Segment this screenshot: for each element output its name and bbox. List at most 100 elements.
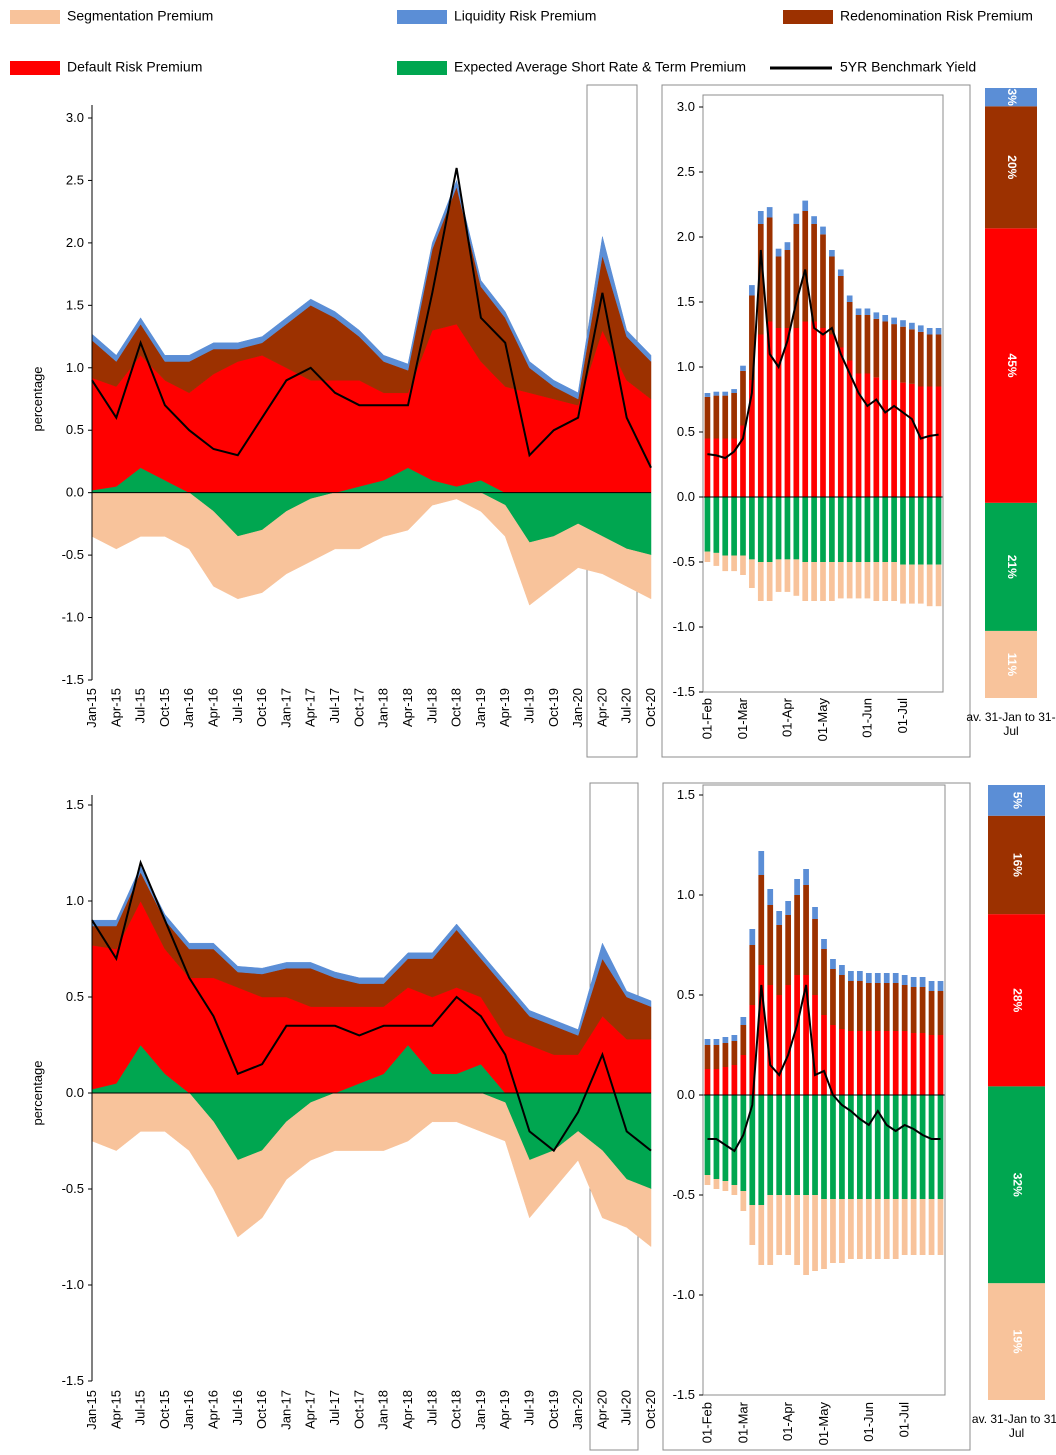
bar — [793, 559, 800, 596]
bar — [749, 295, 755, 380]
bar — [766, 217, 773, 322]
bar — [794, 975, 800, 1095]
bar — [749, 1205, 756, 1245]
y-tick-label: -0.5 — [62, 547, 84, 562]
legend-label: Liquidity Risk Premium — [454, 8, 596, 24]
bar — [749, 929, 756, 945]
bar — [856, 1095, 863, 1199]
value-label: 45% — [1005, 354, 1019, 378]
bar — [740, 1055, 747, 1095]
bar — [811, 497, 817, 562]
bar — [731, 1041, 738, 1065]
bar — [919, 977, 926, 987]
bar — [919, 1033, 926, 1095]
bar — [839, 1095, 845, 1199]
bar — [864, 497, 871, 562]
x-tick-label: Jul-17 — [327, 1390, 342, 1425]
bar — [901, 975, 908, 985]
x-tick-label: Oct-19 — [546, 688, 561, 727]
bar — [900, 497, 906, 565]
bar — [839, 965, 845, 975]
line — [707, 249, 939, 460]
bar — [722, 1095, 729, 1181]
bar — [775, 256, 782, 328]
bar — [910, 1033, 917, 1095]
bar — [891, 497, 897, 562]
bar — [766, 562, 773, 601]
bar — [848, 981, 854, 1031]
bar — [713, 1179, 720, 1189]
bar — [758, 965, 765, 1095]
bar-segment — [985, 502, 1037, 631]
x-tick-label: Oct-17 — [351, 688, 366, 727]
bar — [776, 995, 783, 1095]
bar — [846, 360, 853, 497]
bar — [883, 1095, 890, 1199]
bar — [784, 250, 791, 328]
bar — [793, 328, 800, 497]
bar — [919, 1095, 926, 1199]
bar — [909, 322, 915, 330]
legend-swatch — [10, 61, 60, 75]
bar — [749, 497, 755, 560]
legend-swatch — [397, 61, 447, 75]
bar-segment — [985, 88, 1037, 107]
bar — [821, 1095, 827, 1199]
bar — [722, 1181, 729, 1191]
bar — [839, 975, 845, 1029]
x-tick-label: Jul-19 — [521, 688, 536, 723]
bar — [794, 895, 800, 975]
bar — [775, 559, 782, 592]
x-tick-label: Apr-17 — [303, 688, 318, 727]
bar — [820, 497, 826, 562]
bar — [785, 1095, 792, 1195]
bar — [855, 308, 862, 315]
bar — [713, 391, 720, 396]
bar — [757, 562, 764, 601]
x-tick-label: 01-Feb — [699, 1402, 714, 1443]
bar — [704, 1045, 711, 1069]
x-tick-label: Apr-18 — [400, 688, 415, 727]
bar — [928, 981, 935, 991]
bar — [812, 907, 818, 919]
bar-segment — [988, 1283, 1045, 1400]
bar — [829, 250, 835, 257]
line — [91, 859, 652, 1153]
bar — [839, 1199, 845, 1263]
bar — [802, 211, 809, 322]
zoom-box — [661, 84, 971, 758]
bar — [757, 224, 764, 335]
bar — [846, 302, 853, 361]
bar — [704, 551, 711, 562]
bar — [909, 383, 915, 497]
bar — [749, 945, 756, 1005]
bar — [766, 207, 773, 218]
x-tick-label: Jul-15 — [133, 688, 148, 723]
bar — [802, 562, 809, 601]
y-tick-label: 1.0 — [66, 893, 84, 908]
bar — [935, 564, 942, 607]
bar — [785, 901, 792, 915]
bar — [910, 987, 917, 1033]
bar — [926, 564, 933, 607]
bar — [937, 1095, 944, 1199]
legend-swatch — [397, 10, 447, 24]
x-tick-label: Jan-15 — [84, 688, 99, 728]
bar — [864, 562, 871, 599]
x-tick-label: Jul-20 — [619, 1390, 634, 1425]
bar — [767, 1095, 774, 1195]
bar — [704, 396, 711, 439]
bar — [873, 377, 880, 497]
bar — [794, 1095, 800, 1195]
y-tick-label: 1.5 — [66, 297, 84, 312]
bar — [864, 373, 871, 497]
bar — [784, 559, 791, 592]
bar — [722, 391, 729, 396]
y-tick-label: -1.5 — [62, 1373, 84, 1388]
bar — [874, 1199, 881, 1259]
x-tick-label: Apr-20 — [594, 1390, 609, 1429]
y-tick-label: 1.0 — [66, 360, 84, 375]
line — [707, 984, 941, 1153]
y-tick-label: 0.5 — [677, 424, 695, 439]
value-label: 19% — [1010, 1330, 1024, 1354]
